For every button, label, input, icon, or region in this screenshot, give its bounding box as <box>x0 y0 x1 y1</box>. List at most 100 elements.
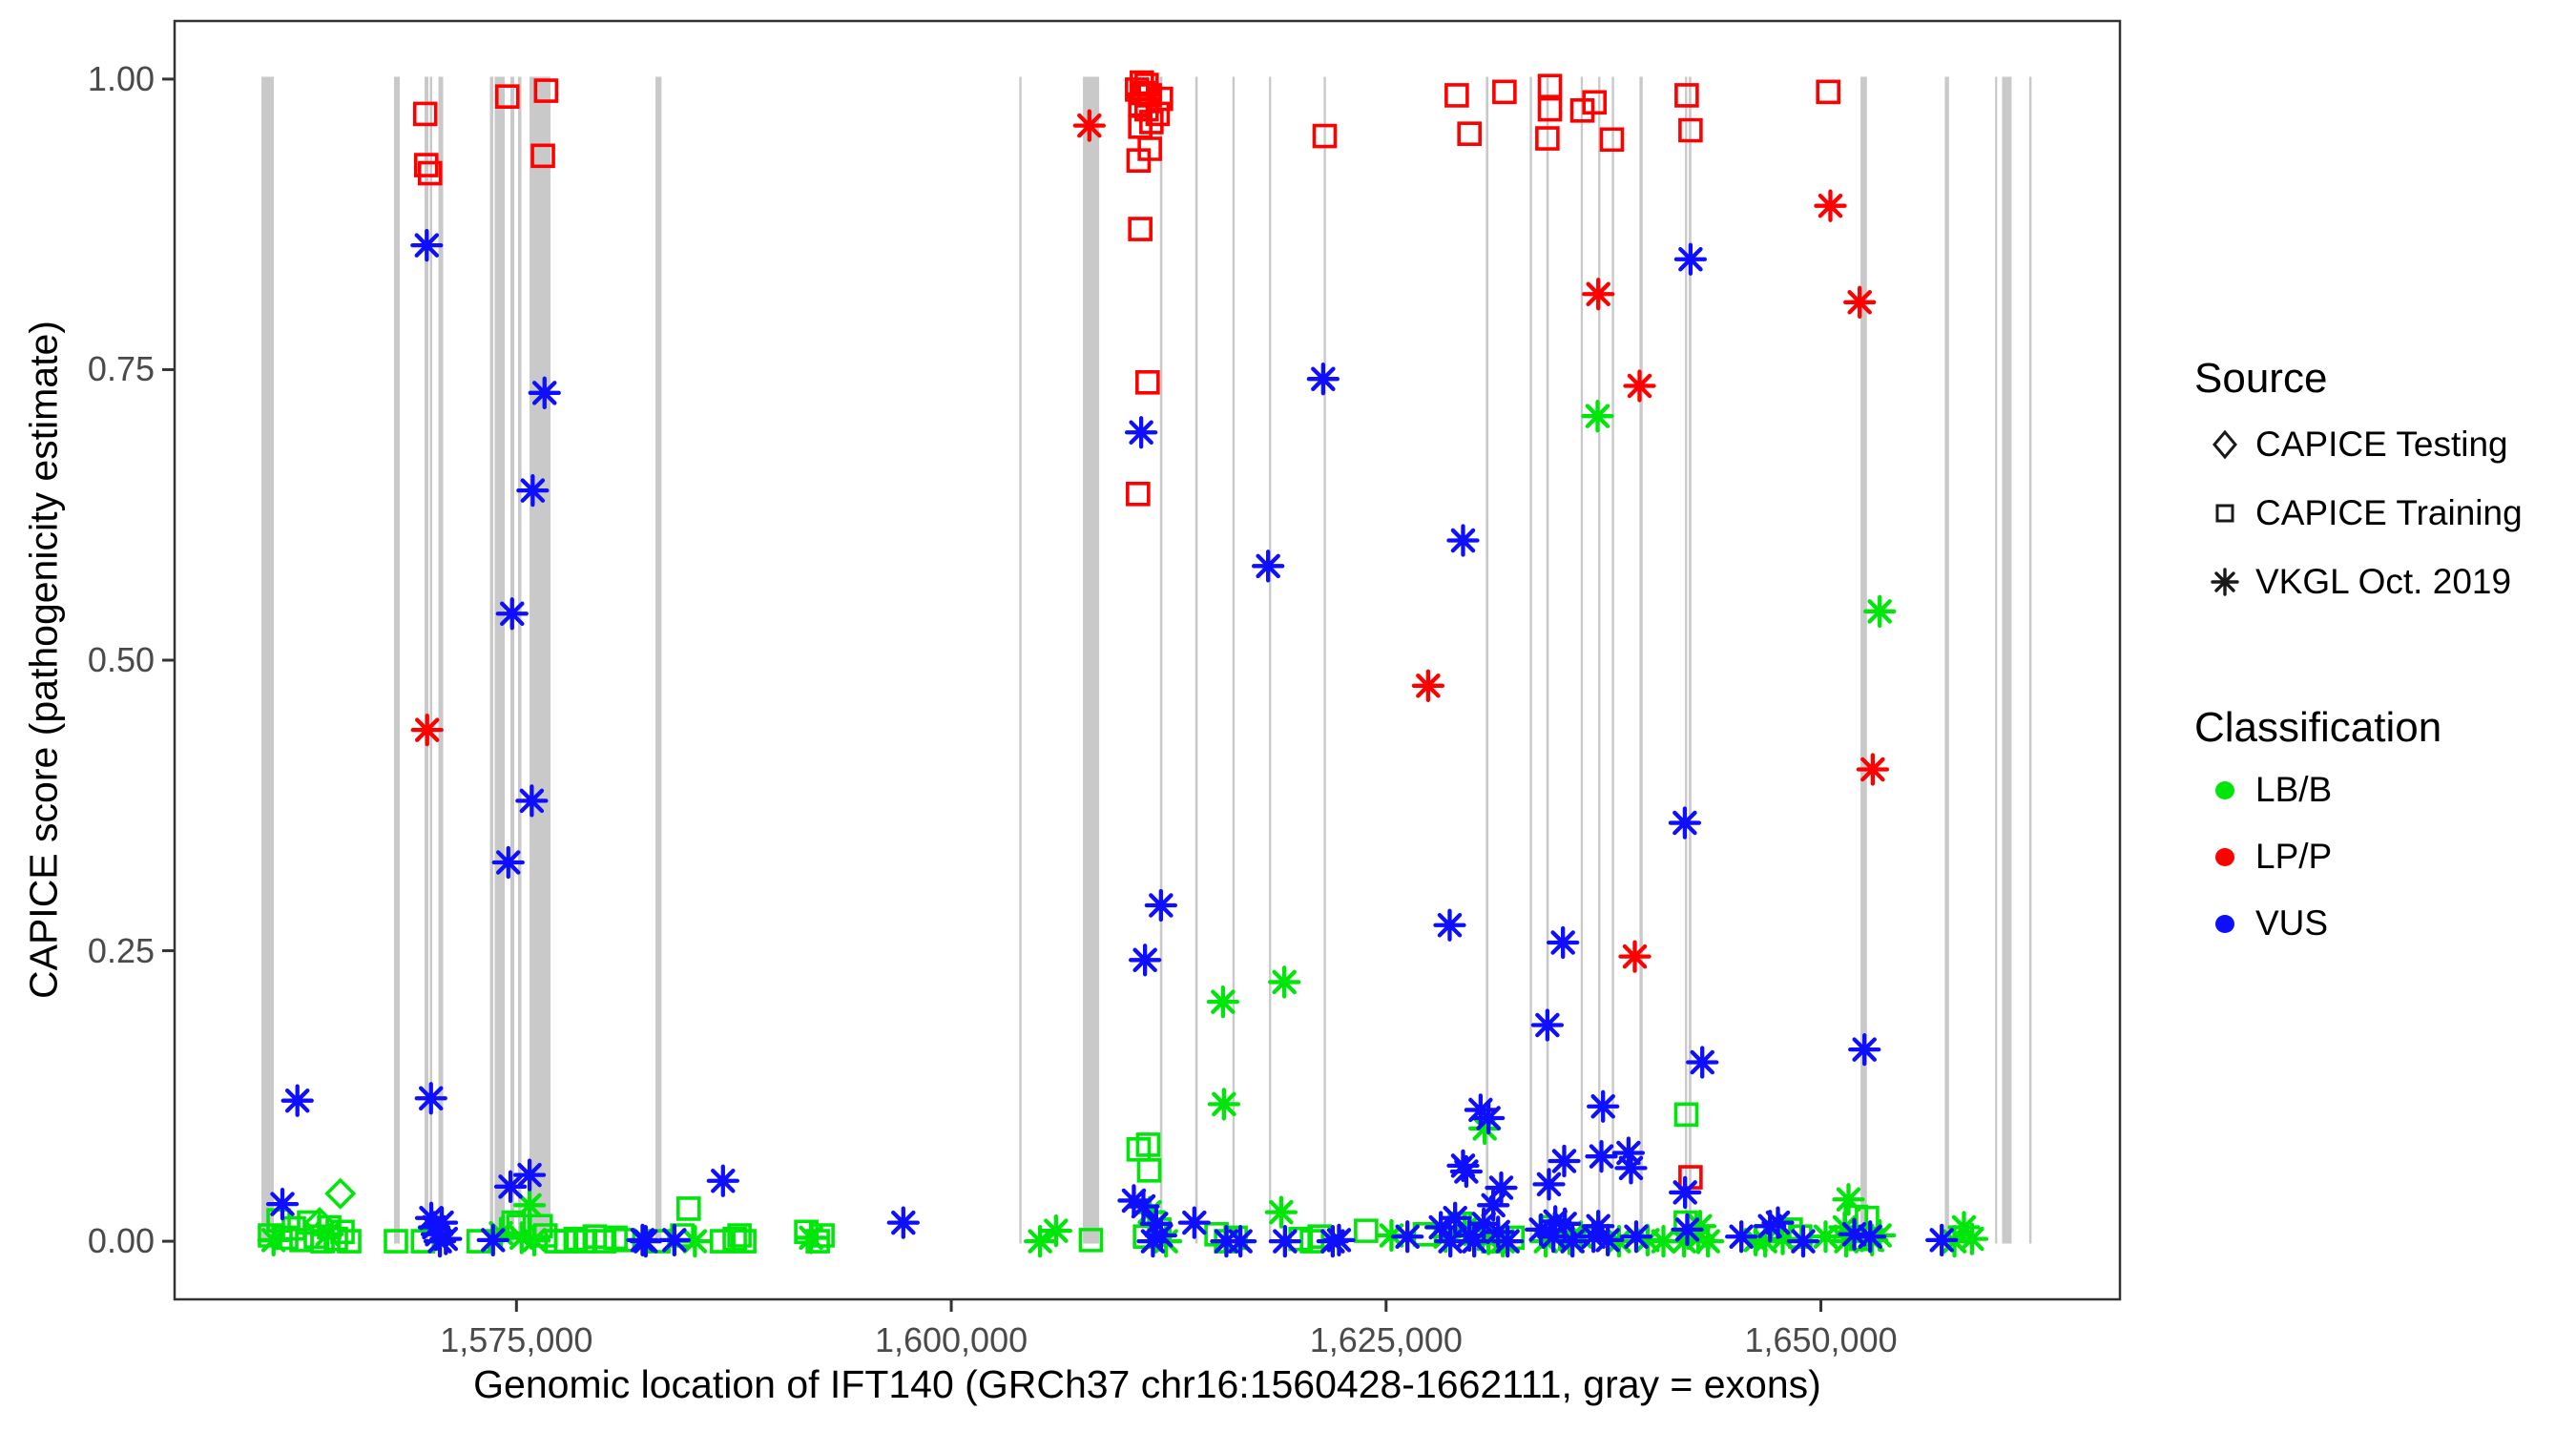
data-point-asterisk <box>420 1217 454 1251</box>
data-point-square <box>1492 79 1517 105</box>
exon-bar <box>1529 76 1532 1244</box>
data-point-asterisk <box>417 1211 451 1244</box>
data-point-square <box>1137 136 1162 161</box>
data-point-asterisk <box>516 473 550 508</box>
y-tick-label: 0.25 <box>87 930 155 970</box>
data-point-asterisk <box>528 376 561 409</box>
exon-bar <box>1019 76 1022 1244</box>
data-point-asterisk <box>410 713 444 747</box>
exon-bar <box>518 76 522 1244</box>
data-point-asterisk <box>1530 1008 1565 1042</box>
data-point-asterisk <box>512 1189 547 1222</box>
data-point-asterisk <box>1127 1190 1160 1223</box>
exon-bar <box>394 76 401 1244</box>
data-point-asterisk <box>1139 1207 1173 1240</box>
exon-bar <box>425 76 429 1244</box>
data-point-asterisk <box>1686 1046 1719 1079</box>
exon-bar <box>1639 76 1643 1244</box>
data-point-square <box>323 1226 348 1252</box>
exon-bar <box>1944 76 1949 1244</box>
data-point-square <box>410 1229 436 1254</box>
legend-item-capice-training: CAPICE Training <box>2194 485 2572 542</box>
legend-item-label: CAPICE Training <box>2255 493 2523 532</box>
data-point-asterisk <box>280 1084 314 1117</box>
data-point-asterisk <box>1525 1213 1558 1247</box>
legend-item-label: LP/P <box>2255 837 2333 876</box>
panel-border <box>173 19 2122 1301</box>
data-point-asterisk <box>1582 1210 1615 1243</box>
exon-bar <box>494 76 506 1244</box>
data-point-asterisk <box>1434 1224 1467 1258</box>
data-point-asterisk <box>1023 1224 1057 1258</box>
data-point-asterisk <box>1761 1206 1795 1239</box>
lbb-color-dot-icon <box>2215 780 2234 799</box>
legend-item-vkgl: VKGL Oct. 2019 <box>2194 553 2572 611</box>
y-tick-label: 0.50 <box>87 640 155 679</box>
exon-bar <box>1611 76 1614 1244</box>
data-point-asterisk <box>1587 1089 1620 1123</box>
exon-bar <box>1995 76 1998 1244</box>
data-point-square <box>384 1229 408 1254</box>
exon-bar <box>1580 76 1584 1244</box>
data-point-square <box>1537 73 1563 99</box>
exon-bar <box>530 76 551 1244</box>
data-point-asterisk <box>1124 416 1158 449</box>
x-tick-label: 1,650,000 <box>1744 1320 1898 1359</box>
data-point-asterisk <box>1832 1183 1865 1216</box>
data-point-square <box>1136 1157 1162 1183</box>
data-point-square <box>1354 1218 1379 1243</box>
data-point-square <box>1535 126 1560 151</box>
data-point-square <box>1139 110 1164 135</box>
data-point-square <box>1582 90 1607 115</box>
data-point-asterisk <box>1268 965 1301 999</box>
data-point-asterisk <box>1391 1220 1424 1254</box>
vus-color-dot-icon <box>2215 914 2234 933</box>
data-point-asterisk <box>491 845 525 880</box>
data-point-asterisk <box>794 1221 828 1255</box>
exon-bar <box>438 76 444 1244</box>
data-point-asterisk <box>1210 1224 1243 1258</box>
data-point-asterisk <box>886 1206 920 1239</box>
x-tick-label: 1,600,000 <box>874 1320 1028 1359</box>
legend-item-vus: VUS <box>2194 895 2572 952</box>
y-tick-label: 1.00 <box>87 58 155 98</box>
data-point-asterisk <box>1673 242 1708 276</box>
data-point-asterisk <box>1548 1144 1581 1178</box>
data-point-asterisk <box>311 1217 344 1251</box>
x-tick-label: 1,625,000 <box>1309 1320 1463 1359</box>
data-point-asterisk <box>1439 1201 1472 1234</box>
data-point-asterisk <box>1786 1224 1820 1258</box>
data-point-asterisk <box>1766 1222 1799 1255</box>
data-point-asterisk <box>1581 400 1614 433</box>
data-point-asterisk <box>512 1158 547 1192</box>
data-point-asterisk <box>1856 753 1890 786</box>
data-point-asterisk <box>1128 944 1162 977</box>
data-point-square <box>1312 123 1338 149</box>
data-point-asterisk <box>1458 1224 1491 1258</box>
square-icon <box>2194 485 2255 542</box>
data-point-asterisk <box>1491 1224 1525 1258</box>
data-point-asterisk <box>414 1201 448 1234</box>
data-point-asterisk <box>1809 1220 1842 1254</box>
data-point-asterisk <box>1556 1224 1589 1258</box>
data-point-asterisk <box>1539 1205 1572 1238</box>
exon-bar <box>1159 76 1163 1244</box>
data-point-asterisk <box>410 228 444 262</box>
data-point-asterisk <box>1669 1175 1702 1210</box>
data-point-square <box>1457 121 1482 146</box>
data-point-asterisk <box>1039 1213 1072 1248</box>
legend-item-label: CAPICE Testing <box>2255 425 2508 464</box>
data-point-square <box>1599 127 1625 153</box>
legend-item-label: VUS <box>2255 903 2329 943</box>
exon-bar <box>1083 76 1100 1244</box>
data-point-square <box>1569 98 1595 123</box>
data-point-square <box>494 84 520 109</box>
data-point-asterisk <box>1477 1189 1510 1222</box>
data-point-square <box>675 1196 701 1221</box>
exon-bar <box>1323 76 1326 1244</box>
data-point-square <box>533 78 559 103</box>
data-point-asterisk <box>706 1164 739 1197</box>
data-point-asterisk <box>1547 925 1580 960</box>
data-point-asterisk <box>1623 369 1656 403</box>
data-point-asterisk <box>423 1224 457 1258</box>
